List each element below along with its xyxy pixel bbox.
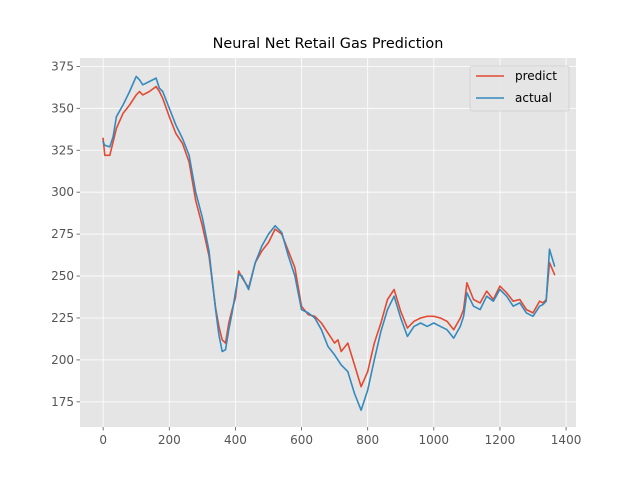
- x-tick-label: 400: [224, 433, 247, 447]
- x-tick-label: 600: [290, 433, 313, 447]
- x-tick-label: 1400: [551, 433, 582, 447]
- y-tick-label: 250: [51, 269, 74, 283]
- series-line-actual: [102, 75, 556, 412]
- series-lines: [102, 75, 556, 412]
- legend-label-predict: predict: [515, 69, 557, 83]
- y-tick-label: 225: [51, 311, 74, 325]
- y-tick-label: 200: [51, 353, 74, 367]
- y-tick-label: 325: [51, 143, 74, 157]
- series-line-predict: [102, 85, 556, 388]
- axis-ticks: 0 200 400 600 800 1000 1200 1400 175 200 225 250 275…: [51, 59, 581, 447]
- y-tick-label: 300: [51, 185, 74, 199]
- x-tick-label: 1000: [419, 433, 450, 447]
- chart-title: Neural Net Retail Gas Prediction: [213, 36, 444, 52]
- x-tick-label: 0: [99, 433, 107, 447]
- grid: [80, 58, 576, 427]
- legend-label-actual: actual: [515, 91, 552, 105]
- legend-box: [469, 65, 570, 112]
- y-tick-label: 275: [51, 227, 74, 241]
- plot-background: [80, 58, 576, 427]
- legend: predict actual: [469, 65, 570, 112]
- x-tick-label: 800: [356, 433, 379, 447]
- y-tick-label: 350: [51, 101, 74, 115]
- x-tick-label: 200: [158, 433, 181, 447]
- x-tick-label: 1200: [485, 433, 516, 447]
- y-tick-label: 175: [51, 395, 74, 409]
- y-tick-label: 375: [51, 59, 74, 73]
